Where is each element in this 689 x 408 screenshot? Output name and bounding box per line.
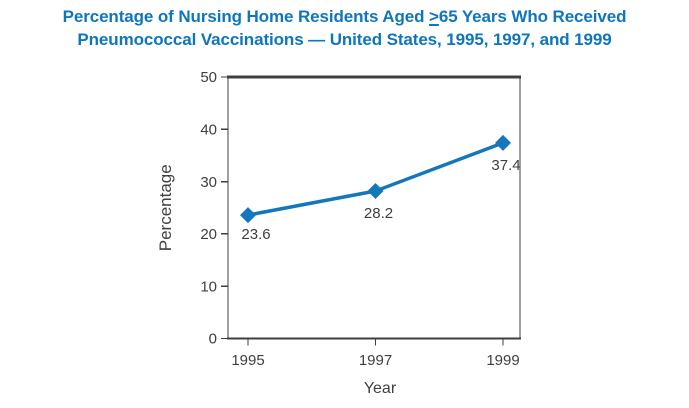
y-axis-title: Percentage xyxy=(156,164,175,251)
y-tick-label: 20 xyxy=(200,226,217,243)
x-axis-title: Year xyxy=(364,380,397,397)
data-point-label: 37.4 xyxy=(491,157,520,174)
x-tick-label: 1995 xyxy=(231,352,264,369)
chart-title: Percentage of Nursing Home Residents Age… xyxy=(0,6,689,51)
title-text-post: 65 Years Who Received xyxy=(438,7,627,26)
chart-title-line1: Percentage of Nursing Home Residents Age… xyxy=(0,6,689,29)
title-text-pre: Percentage of Nursing Home Residents Age… xyxy=(62,7,430,26)
y-tick-label: 0 xyxy=(209,331,217,348)
greater-equal-symbol: > xyxy=(429,7,439,26)
data-point-marker xyxy=(240,207,256,224)
x-tick-label: 1997 xyxy=(359,352,392,369)
x-tick-label: 1999 xyxy=(486,352,519,369)
data-point-marker xyxy=(367,183,384,200)
y-tick-label: 50 xyxy=(200,69,217,86)
y-tick-label: 40 xyxy=(200,122,217,139)
y-tick-label: 10 xyxy=(200,278,217,295)
data-point-marker xyxy=(495,134,511,151)
data-point-label: 23.6 xyxy=(241,226,270,243)
data-point-label: 28.2 xyxy=(364,205,393,222)
chart-title-line2: Pneumococcal Vaccinations — United State… xyxy=(77,29,612,49)
y-tick-label: 30 xyxy=(200,174,217,191)
